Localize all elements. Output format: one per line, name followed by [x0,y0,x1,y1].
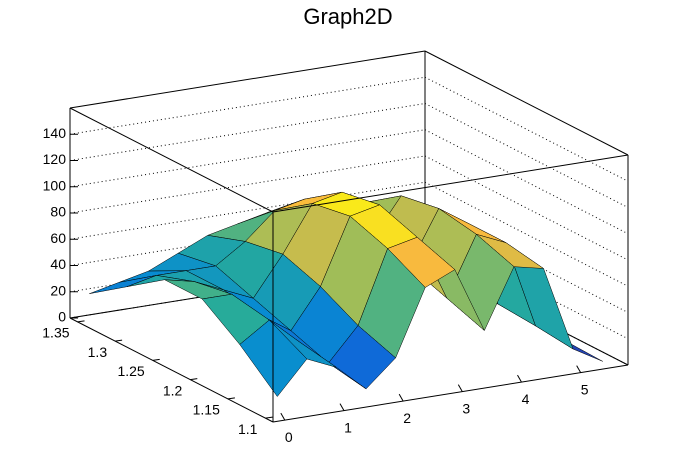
y-tick-label: 1.2 [163,382,183,398]
x-tick [517,374,522,383]
chart-title: Graph2D [303,4,392,29]
y-tick [152,358,160,361]
y-tick-label: 1.25 [117,363,144,379]
y-tick-label: 1.35 [42,325,69,341]
z-tick-label: 100 [43,177,67,193]
y-tick [265,416,273,419]
x-tick [398,393,404,402]
box-edge [424,50,629,156]
x-tick [457,384,463,392]
z-tick-label: 0 [58,309,66,325]
z-tick-label: 120 [43,151,67,167]
axis-line [272,364,629,423]
y-tick-label: 1.1 [238,421,258,437]
box-edge [69,50,426,109]
x-tick-label: 1 [344,419,352,435]
box-edge [272,154,629,213]
axis-line [69,317,274,423]
z-tick-label: 40 [50,256,66,272]
x-tick-label: 5 [581,381,589,397]
x-tick-label: 2 [403,410,411,426]
y-tick [77,320,85,323]
y-tick [190,378,198,381]
x-tick-label: 0 [285,429,293,445]
y-tick-label: 1.15 [193,402,220,418]
y-tick-label: 1.3 [88,344,108,360]
y-tick [227,397,235,400]
box-edge [69,107,274,213]
z-tick-label: 20 [50,282,66,298]
x-tick [576,365,582,373]
x-tick-label: 4 [522,391,530,407]
x-tick [339,403,345,411]
z-tick-label: 140 [43,125,67,141]
x-tick [280,412,286,421]
z-tick-label: 80 [50,204,66,220]
y-tick [115,339,123,342]
z-tick-label: 60 [50,230,66,246]
x-tick-label: 3 [462,400,470,416]
